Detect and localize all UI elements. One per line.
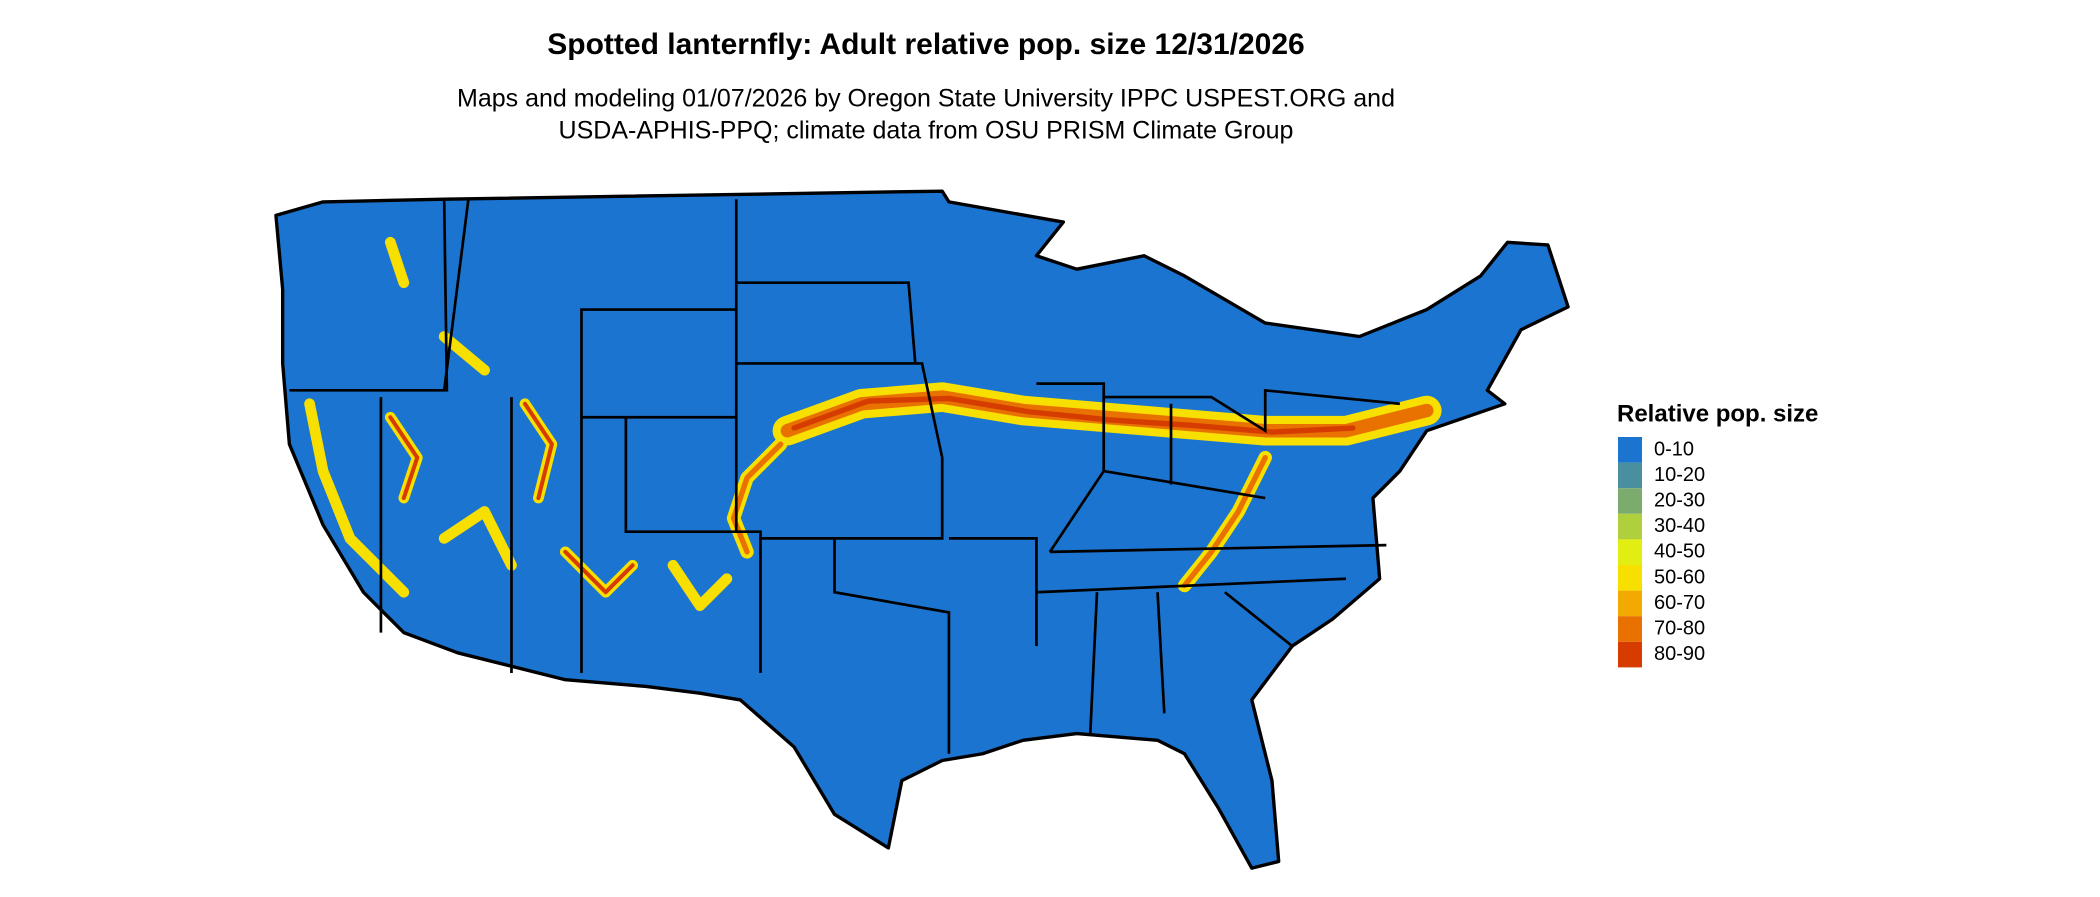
legend-swatch xyxy=(1618,539,1642,565)
legend-swatch xyxy=(1618,565,1642,591)
legend-swatch xyxy=(1618,616,1642,642)
legend-label: 30-40 xyxy=(1654,515,1705,537)
map-title: Spotted lanternfly: Adult relative pop. … xyxy=(547,28,1304,61)
map-subtitle: Maps and modeling 01/07/2026 by Oregon S… xyxy=(457,85,1395,113)
legend-label: 0-10 xyxy=(1654,438,1694,460)
legend-label: 70-80 xyxy=(1654,617,1705,639)
legend-swatch xyxy=(1618,462,1642,489)
legend-title: Relative pop. size xyxy=(1617,400,1818,427)
legend-swatch xyxy=(1618,488,1642,514)
legend-label: 50-60 xyxy=(1654,566,1705,588)
legend: 0-10 10-20 20-30 30-40 40-50 50-60 60-70 70-80 8… xyxy=(1618,437,1705,668)
legend-swatch xyxy=(1618,590,1642,617)
legend-label: 60-70 xyxy=(1654,592,1705,614)
us-map xyxy=(274,189,1570,870)
legend-swatch xyxy=(1618,437,1642,463)
legend-label: 80-90 xyxy=(1654,643,1705,665)
legend-label: 20-30 xyxy=(1654,489,1705,511)
legend-swatch xyxy=(1618,641,1642,668)
map-subtitle: USDA-APHIS-PPQ; climate data from OSU PR… xyxy=(559,117,1294,145)
legend-swatch xyxy=(1618,513,1642,540)
us-outline xyxy=(274,189,1570,870)
legend-label: 40-50 xyxy=(1654,541,1705,563)
legend-label: 10-20 xyxy=(1654,464,1705,486)
state-borders xyxy=(289,199,1400,754)
